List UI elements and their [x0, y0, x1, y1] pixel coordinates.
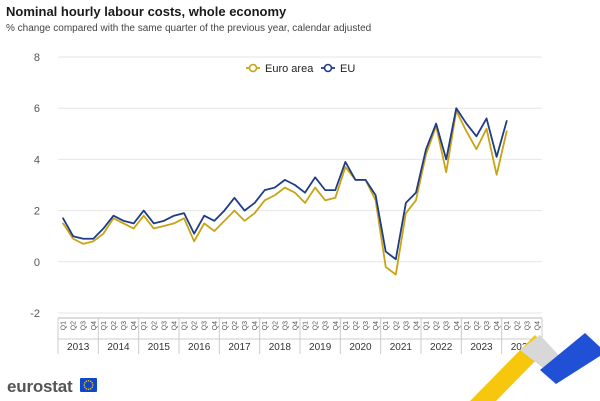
x-tick-label-quarter: Q1	[343, 321, 350, 330]
y-tick-label: 2	[34, 206, 40, 218]
x-tick-label-quarter: Q4	[454, 321, 461, 330]
y-tick-label: 6	[34, 103, 40, 115]
eurostat-logo-text: eurostat	[7, 377, 73, 396]
flag-star	[85, 387, 88, 390]
x-tick-label-quarter: Q1	[101, 321, 108, 330]
x-tick-label-quarter: Q4	[373, 321, 380, 330]
x-tick-label-quarter: Q1	[262, 321, 269, 330]
flag-star	[92, 384, 94, 386]
x-tick-label-year: 2021	[390, 342, 413, 353]
x-tick-label-quarter: Q1	[61, 321, 68, 330]
x-tick-label-year: 2016	[188, 342, 211, 353]
x-tick-label-quarter: Q2	[192, 321, 199, 330]
x-tick-label-year: 2017	[228, 342, 251, 353]
flag-star	[85, 380, 88, 383]
legend-marker-icon	[323, 63, 333, 73]
y-tick-label: 8	[34, 52, 40, 64]
x-tick-label-quarter: Q4	[171, 321, 178, 330]
flag-star	[87, 388, 90, 391]
x-tick-label-quarter: Q4	[333, 321, 340, 330]
x-tick-label-year: 2018	[269, 342, 292, 353]
corner-blue-chevron	[540, 333, 600, 384]
x-tick-label-quarter: Q1	[182, 321, 189, 330]
x-tick-label-quarter: Q4	[131, 321, 138, 330]
flag-star	[89, 380, 92, 383]
series-line-eu	[62, 107, 508, 261]
series-lines	[62, 107, 508, 276]
x-tick-label-quarter: Q2	[313, 321, 320, 330]
x-tick-label-year: 2020	[349, 342, 372, 353]
x-tick-label-year: 2014	[107, 342, 130, 353]
x-tick-label-quarter: Q3	[524, 321, 531, 330]
x-tick-label-quarter: Q1	[303, 321, 310, 330]
x-tick-label-quarter: Q2	[111, 321, 118, 330]
x-tick-label-quarter: Q3	[484, 321, 491, 330]
x-tick-label-quarter: Q2	[272, 321, 279, 330]
corner-decoration	[470, 333, 600, 401]
x-tick-label-quarter: Q4	[494, 321, 501, 330]
x-tick-label-quarter: Q3	[202, 321, 209, 330]
x-tick-label-quarter: Q4	[252, 321, 259, 330]
eu-flag-icon	[80, 378, 97, 392]
x-tick-label-year: 2024	[511, 342, 534, 353]
x-tick-label-quarter: Q3	[121, 321, 128, 330]
x-tick-label-quarter: Q4	[413, 321, 420, 330]
legend-item-euro-area[interactable]: Euro area	[246, 63, 314, 75]
x-tick-label-quarter: Q2	[514, 321, 521, 330]
y-axis-labels: 8 6 4 2 0 -2	[30, 52, 40, 320]
flag-star	[91, 386, 93, 388]
flag-star	[84, 382, 86, 384]
flag-star	[91, 382, 93, 384]
flag-star	[84, 386, 86, 388]
x-tick-label-quarter: Q1	[464, 321, 471, 330]
x-tick-label-year: 2022	[430, 342, 453, 353]
x-tick-label-quarter: Q1	[383, 321, 390, 330]
x-tick-label-quarter: Q1	[141, 321, 148, 330]
y-tick-label: 0	[34, 257, 40, 269]
grid-lines	[58, 56, 542, 314]
x-tick-label-quarter: Q4	[534, 321, 541, 330]
x-tick-label-quarter: Q2	[393, 321, 400, 330]
y-tick-label: 4	[34, 154, 40, 166]
legend[interactable]: Euro area EU	[246, 63, 355, 75]
x-tick-label-quarter: Q2	[434, 321, 441, 330]
x-tick-label-quarter: Q2	[232, 321, 239, 330]
x-tick-label-quarter: Q2	[151, 321, 158, 330]
x-tick-label-quarter: Q4	[91, 321, 98, 330]
series-line-euro-area	[62, 109, 508, 276]
legend-label: Euro area	[265, 63, 314, 75]
x-tick-label-quarter: Q3	[81, 321, 88, 330]
x-tick-label-quarter: Q4	[212, 321, 219, 330]
x-tick-label-quarter: Q3	[363, 321, 370, 330]
legend-item-eu[interactable]: EU	[321, 63, 355, 75]
chart-subtitle: % change compared with the same quarter …	[6, 23, 372, 34]
x-tick-label-quarter: Q3	[444, 321, 451, 330]
x-tick-label-year: 2023	[470, 342, 493, 353]
flag-star	[87, 379, 90, 382]
x-tick-label-quarter: Q2	[71, 321, 78, 330]
x-tick-label-year: 2013	[67, 342, 90, 353]
x-tick-label-quarter: Q1	[222, 321, 229, 330]
x-tick-label-quarter: Q1	[504, 321, 511, 330]
legend-marker-icon	[248, 63, 258, 73]
x-tick-label-quarter: Q1	[424, 321, 431, 330]
x-tick-label-quarter: Q3	[282, 321, 289, 330]
x-tick-label-year: 2019	[309, 342, 332, 353]
flag-star	[83, 384, 85, 386]
x-tick-label-quarter: Q3	[403, 321, 410, 330]
x-tick-label-quarter: Q3	[161, 321, 168, 330]
x-axis: Q1 Q2 Q3 Q4 Q1 Q2 Q3 Q4 Q1 Q2 Q3 Q4 Q1 Q2 Q3 Q4 Q1 Q2 Q3 Q4…	[57, 317, 543, 354]
legend-label: EU	[340, 63, 355, 75]
x-tick-label-quarter: Q2	[353, 321, 360, 330]
x-tick-label-quarter: Q4	[292, 321, 299, 330]
x-tick-label-quarter: Q3	[242, 321, 249, 330]
x-tick-label-quarter: Q3	[323, 321, 330, 330]
x-tick-label-quarter: Q2	[474, 321, 481, 330]
y-tick-label: -2	[30, 308, 40, 320]
flag-star	[89, 387, 92, 390]
chart-title: Nominal hourly labour costs, whole econo…	[6, 4, 287, 19]
x-tick-label-year: 2015	[148, 342, 171, 353]
